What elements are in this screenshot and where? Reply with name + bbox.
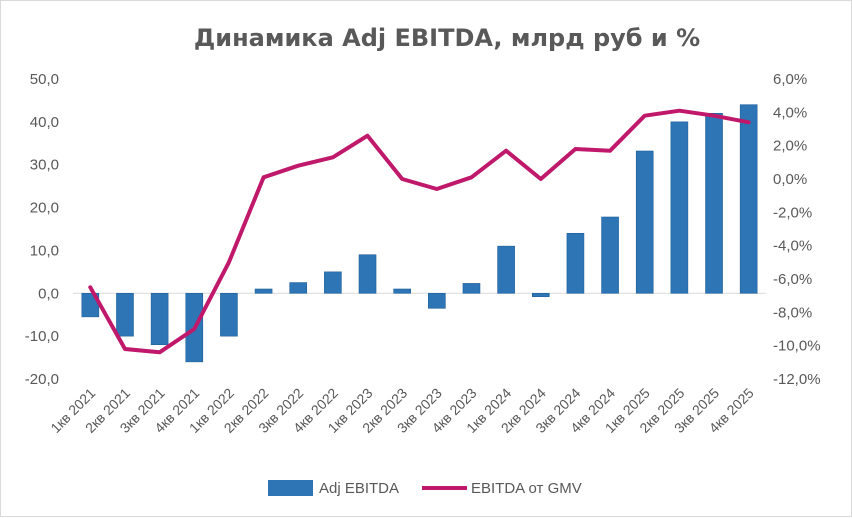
left-tick-label: 0,0	[38, 285, 59, 302]
bar	[324, 272, 341, 293]
bar	[532, 293, 549, 296]
bar	[394, 289, 411, 293]
chart-title: Динамика Adj EBITDA, млрд руб и %	[194, 24, 700, 52]
left-tick-label: -20,0	[25, 371, 59, 388]
bar	[428, 293, 445, 308]
legend: Adj EBITDA EBITDA от GMV	[268, 480, 582, 497]
legend-label-ebitda-gmv: EBITDA от GMV	[471, 480, 582, 497]
bar	[671, 122, 688, 293]
right-tick-label: -6,0%	[773, 271, 812, 288]
right-axis: 6,0% 4,0% 2,0% 0,0% -2,0% -4,0% -6,0% -8,0% -10,…	[773, 71, 821, 388]
bar	[602, 217, 619, 293]
legend-swatch-adj-ebitda	[268, 480, 313, 496]
bar	[636, 151, 653, 293]
left-axis: 50,0 40,0 30,0 20,0 10,0 0,0 -10,0 -20,0	[25, 71, 59, 388]
right-tick-label: -12,0%	[773, 371, 821, 388]
right-tick-label: 2,0%	[773, 138, 807, 155]
bar	[220, 293, 237, 336]
bar	[116, 293, 133, 336]
right-tick-label: 4,0%	[773, 104, 807, 121]
bar	[463, 283, 480, 293]
left-tick-label: 20,0	[30, 200, 59, 217]
bar	[706, 113, 723, 293]
bar	[359, 255, 376, 294]
legend-label-adj-ebitda: Adj EBITDA	[319, 480, 399, 497]
left-tick-label: -10,0	[25, 328, 59, 345]
right-tick-label: 0,0%	[773, 171, 807, 188]
right-tick-label: -8,0%	[773, 304, 812, 321]
bar-series-adj-ebitda	[82, 105, 757, 362]
bar	[567, 233, 584, 293]
right-tick-label: -4,0%	[773, 238, 812, 255]
left-tick-label: 10,0	[30, 242, 59, 259]
bar	[290, 283, 307, 294]
right-tick-label: -2,0%	[773, 204, 812, 221]
left-tick-label: 50,0	[30, 71, 59, 88]
bar	[498, 246, 515, 293]
bar	[255, 289, 272, 293]
left-tick-label: 40,0	[30, 114, 59, 131]
right-tick-label: 6,0%	[773, 71, 807, 88]
right-tick-label: -10,0%	[773, 338, 821, 355]
bar	[151, 293, 168, 344]
bar	[740, 105, 757, 294]
left-tick-label: 30,0	[30, 157, 59, 174]
